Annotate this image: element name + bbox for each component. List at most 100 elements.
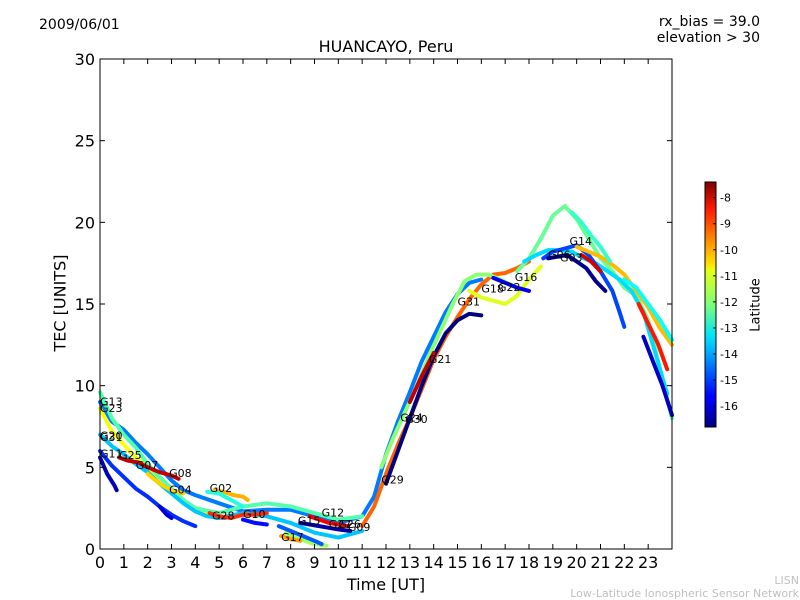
- sat-label-g21: G21: [429, 353, 452, 366]
- colorbar: [704, 181, 717, 428]
- x-tick-label: 7: [262, 553, 272, 572]
- x-tick-label: 0: [95, 553, 105, 572]
- y-tick-label: 30: [75, 50, 95, 69]
- sat-label-g20: G20: [100, 430, 123, 443]
- tec-trace-28: [546, 253, 608, 293]
- sat-label-g08: G08: [169, 467, 192, 480]
- x-tick-label: 6: [238, 553, 248, 572]
- sat-label-g27: G27: [329, 518, 352, 531]
- y-tick-label: 0: [85, 540, 95, 559]
- sat-label-g24: G24: [400, 412, 423, 425]
- colorbar-tick-label: -12: [720, 296, 738, 309]
- tec-trace-15: [307, 514, 350, 529]
- tec-trace-31: [636, 302, 670, 372]
- axes: 0 1 2 3 4 5 6 7 8 9 10 11 12 13 14 15 16 17 18 19 20 21 22 2305…: [75, 50, 672, 572]
- tec-trace-8: [145, 471, 186, 496]
- colorbar-tick-label: -10: [720, 244, 738, 257]
- tec-trace-0: [98, 277, 484, 525]
- sat-label-g12: G12: [322, 506, 345, 519]
- sat-label-g14: G14: [570, 235, 593, 248]
- tec-trace-21: [467, 264, 543, 306]
- colorbar-tick-label: -9: [720, 218, 731, 231]
- tec-trace-12: [241, 517, 269, 527]
- sat-label-g04: G04: [169, 483, 192, 496]
- x-tick-label: 2: [143, 553, 153, 572]
- x-tick-label: 21: [590, 553, 610, 572]
- sat-label-g31: G31: [100, 431, 123, 444]
- sat-label-g30: G30: [405, 413, 428, 426]
- y-tick-label: 15: [75, 295, 95, 314]
- sat-label-g13: G13: [100, 395, 123, 408]
- x-tick-label: 4: [190, 553, 200, 572]
- tec-trace-25: [541, 243, 627, 329]
- x-tick-label: 19: [543, 553, 563, 572]
- sat-label-g02: G02: [210, 482, 233, 495]
- x-tick-label: 18: [519, 553, 539, 572]
- chart-title: HUANCAYO, Peru: [318, 37, 454, 56]
- sat-label-g29: G29: [381, 474, 404, 487]
- x-tick-label: 16: [471, 553, 491, 572]
- colorbar-tick-label: -15: [720, 374, 738, 387]
- tec-trace-22: [491, 275, 531, 293]
- x-tick-label: 3: [166, 553, 176, 572]
- sat-label-g23: G23: [100, 402, 123, 415]
- x-tick-label: 10: [328, 553, 348, 572]
- y-tick-label: 10: [75, 377, 95, 396]
- x-tick-label: 14: [423, 553, 443, 572]
- x-tick-label: 12: [376, 553, 396, 572]
- series-layer: [98, 204, 674, 548]
- sat-label-g22: G22: [498, 281, 521, 294]
- tec-trace-20: [379, 272, 512, 470]
- colorbar-tick-label: -14: [720, 348, 738, 361]
- x-tick-label: 1: [119, 553, 129, 572]
- tec-trace-14: [276, 524, 324, 547]
- x-tick-label: 9: [309, 553, 319, 572]
- colorbar-tick-label: -16: [720, 400, 738, 413]
- date-label: 2009/06/01: [39, 17, 120, 33]
- tec-trace-26: [574, 244, 674, 347]
- x-tick-label: 22: [614, 553, 634, 572]
- y-tick-label: 20: [75, 213, 95, 232]
- colorbar-tick-label: -13: [720, 322, 738, 335]
- tec-trace-29: [579, 253, 603, 274]
- elevation-label: elevation > 30: [656, 30, 760, 46]
- tec-trace-5: [98, 455, 119, 493]
- footer-network-short: LISN: [774, 574, 799, 587]
- sat-label-g16: G16: [515, 271, 538, 284]
- sat-label-g26: G26: [338, 518, 361, 531]
- sat-label-g07: G07: [136, 459, 159, 472]
- tec-trace-7: [117, 455, 181, 481]
- tec-trace-17: [279, 533, 303, 543]
- footer-network-full: Low-Latitude Ionospheric Sensor Network: [570, 587, 799, 600]
- rx-bias-label: rx_bias = 39.0: [658, 14, 760, 30]
- sat-label-g09: G09: [348, 521, 371, 534]
- tec-trace-2: [98, 390, 365, 522]
- tec-trace-16: [298, 520, 353, 533]
- tec-trace-11: [207, 511, 269, 520]
- colorbar-tick-label: -11: [720, 270, 738, 283]
- tec-trace-27: [622, 277, 674, 342]
- x-axis-label: Time [UT]: [346, 575, 426, 594]
- sat-label-g11: G11: [100, 448, 123, 461]
- sat-label-g18: G18: [481, 283, 504, 296]
- x-tick-label: 23: [638, 553, 658, 572]
- sat-label-g25: G25: [119, 449, 142, 462]
- sat-label-g31: G31: [458, 296, 481, 309]
- sat-label-g03: G03: [560, 252, 583, 265]
- plot-parameters: rx_bias = 39.0 elevation > 30: [657, 14, 760, 46]
- tec-trace-32: [407, 351, 436, 404]
- sat-label-g15: G15: [298, 515, 321, 528]
- x-tick-label: 13: [400, 553, 420, 572]
- tec-trace-10: [205, 489, 245, 509]
- colorbar-tick-label: -8: [720, 192, 731, 205]
- x-tick-label: 17: [495, 553, 515, 572]
- x-tick-label: 11: [352, 553, 372, 572]
- tec-trace-9: [212, 488, 250, 502]
- x-tick-label: 20: [566, 553, 586, 572]
- x-tick-label: 8: [286, 553, 296, 572]
- tec-trace-33: [569, 210, 612, 264]
- colorbar-ticks: -8 -9 -10 -11 -12 -13 -14 -15 -16: [713, 192, 738, 413]
- y-tick-label: 25: [75, 132, 95, 151]
